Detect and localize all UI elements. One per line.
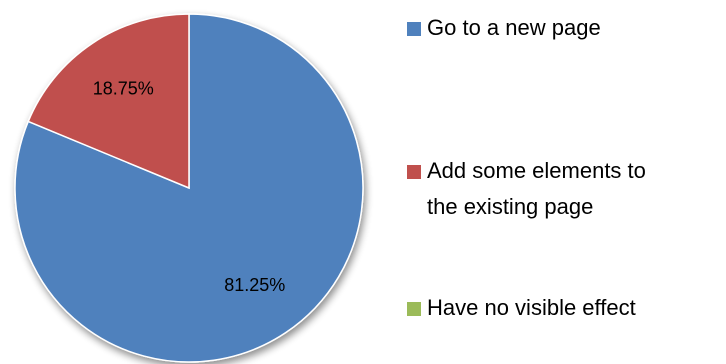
legend-entry-1: Add some elements to the existing page — [407, 158, 646, 219]
legend-marker-2 — [407, 302, 421, 316]
pie-slices — [14, 13, 364, 363]
legend-label-2-line-0: Have no visible effect — [427, 295, 636, 320]
legend: Go to a new page Add some elements to the … — [407, 15, 646, 320]
data-label-1: 18.75% — [93, 78, 154, 98]
legend-label-1-line-1: the existing page — [427, 194, 593, 219]
legend-label-0-line-0: Go to a new page — [427, 15, 601, 40]
pie-data-labels: 81.25% 18.75% — [93, 78, 286, 295]
legend-marker-0 — [407, 22, 421, 36]
legend-entry-0: Go to a new page — [407, 15, 601, 40]
data-label-0: 81.25% — [224, 275, 285, 295]
legend-label-1-line-0: Add some elements to — [427, 158, 646, 183]
legend-entry-2: Have no visible effect — [407, 295, 636, 320]
legend-marker-1 — [407, 165, 421, 179]
pie-slice-1 — [27, 13, 190, 190]
